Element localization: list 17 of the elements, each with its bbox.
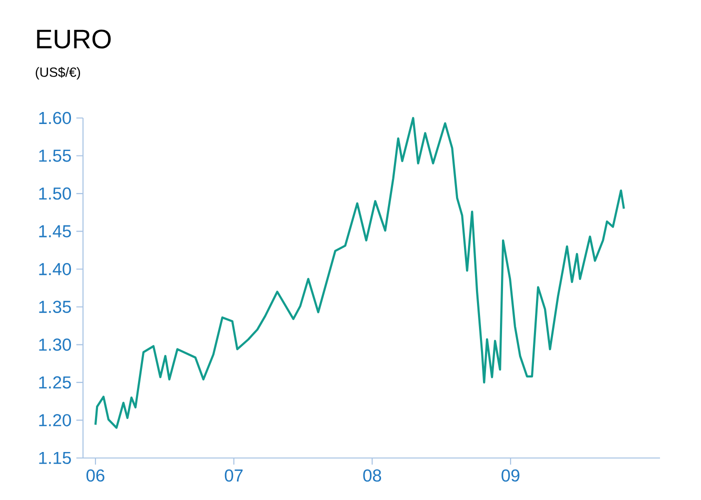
y-tick-label: 1.20	[39, 414, 71, 426]
line-series	[94, 116, 625, 429]
y-tick-label: 1.55	[39, 150, 71, 162]
chart-title: EURO	[37, 30, 111, 48]
x-tick-label: 09	[502, 469, 520, 482]
y-tick-label: 1.25	[39, 376, 71, 389]
y-tick-label: 1.60	[39, 112, 71, 124]
y-tick-label: 1.35	[39, 300, 71, 314]
y-tick-label: 1.50	[39, 187, 71, 200]
chart-subtitle: (US$/€)	[36, 66, 80, 80]
y-tick-label: 1.45	[39, 225, 71, 238]
x-tick-label: 08	[363, 469, 382, 482]
x-tick-label: 06	[86, 469, 104, 482]
y-tick-label: 1.15	[39, 452, 71, 464]
y-tick-label: 1.40	[39, 262, 71, 276]
x-tick-label: 07	[224, 469, 243, 482]
y-tick-label: 1.30	[39, 338, 71, 351]
